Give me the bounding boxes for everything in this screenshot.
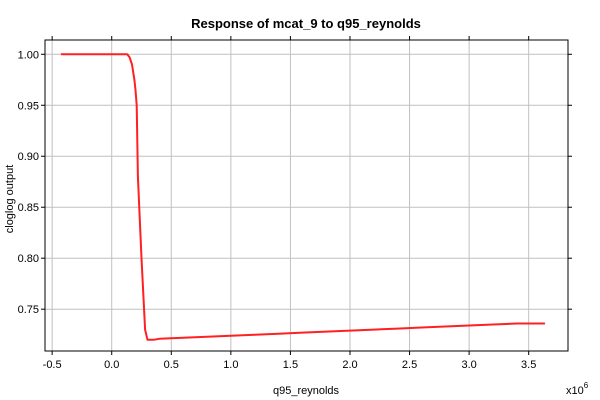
series-line: [60, 53, 546, 341]
series-group: [60, 53, 546, 341]
x-tick-label: 3.0: [461, 359, 476, 371]
x-axis: -0.5 0.0 0.5 1.0 1.5 2.0 2.5 3.0 3.5: [43, 36, 536, 371]
y-axis-label: cloglog output: [4, 165, 16, 234]
y-tick-label: 0.95: [18, 100, 39, 112]
y-tick-label: 1.00: [18, 49, 39, 61]
x-tick-label: 0.5: [164, 359, 179, 371]
chart-title: Response of mcat_9 to q95_reynolds: [191, 16, 421, 31]
x-tick-label: 1.5: [283, 359, 298, 371]
y-axis: 0.75 0.80 0.85 0.90 0.95 1.00: [18, 49, 572, 316]
y-tick-label: 0.80: [18, 253, 39, 265]
x-tick-label: 2.0: [342, 359, 357, 371]
y-tick-label: 0.85: [18, 202, 39, 214]
x-tick-label: 0.0: [104, 359, 119, 371]
x-axis-multiplier: x106: [566, 381, 589, 397]
x-tick-label: 2.5: [402, 359, 417, 371]
x-tick-label: 3.5: [521, 359, 536, 371]
y-tick-label: 0.75: [18, 304, 39, 316]
x-axis-label: q95_reynolds: [273, 385, 340, 397]
y-tick-label: 0.90: [18, 151, 39, 163]
plot-area: [44, 39, 569, 352]
x-tick-label: 1.0: [223, 359, 238, 371]
x-axis-multiplier-base: x10: [566, 385, 584, 397]
x-tick-label: -0.5: [43, 359, 62, 371]
grid-lines: [45, 40, 568, 351]
x-axis-multiplier-exponent: 6: [584, 381, 589, 390]
